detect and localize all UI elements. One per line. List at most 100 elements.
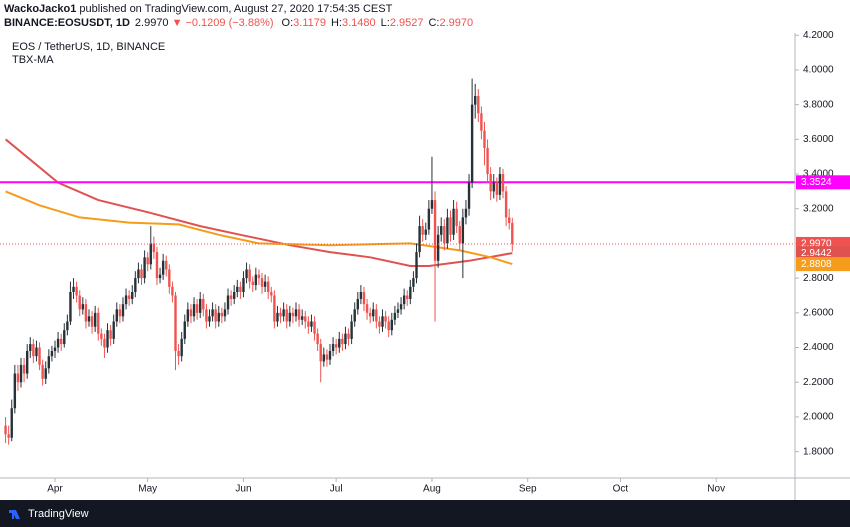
candle-body	[32, 344, 35, 357]
candle-body	[186, 309, 190, 322]
candle-body	[375, 309, 378, 322]
candle-body	[90, 316, 94, 327]
candle-body	[134, 278, 137, 293]
candle-body	[66, 321, 69, 331]
candle-body	[72, 286, 75, 293]
candle-body	[84, 304, 88, 322]
candle-body	[455, 208, 458, 227]
candle-body	[387, 321, 390, 331]
chart-title: EOS / TetherUS, 1D, BINANCE	[12, 41, 165, 53]
ma-tag-bg	[796, 257, 850, 272]
candle-body	[344, 333, 347, 345]
candle-body	[449, 217, 452, 235]
x-tick-label: Jun	[235, 484, 251, 495]
candle-body	[59, 338, 63, 345]
published: published on TradingView.com, August 27,…	[76, 3, 392, 15]
candle-body	[161, 260, 165, 275]
candle-body	[356, 298, 359, 310]
candle-body	[440, 226, 443, 235]
hline-tag-bg	[796, 175, 850, 190]
y-tick-label: 3.2000	[803, 203, 834, 214]
ohlc-value: 3.1179	[293, 17, 326, 29]
candle-body	[260, 278, 264, 287]
candle-body	[313, 321, 316, 334]
candle-body	[140, 269, 143, 279]
candle-body	[115, 309, 118, 322]
candle-body	[192, 304, 196, 317]
candle-body	[507, 217, 511, 223]
down-arrow: ▼	[172, 17, 183, 29]
candle-body	[165, 260, 168, 270]
candle-body	[443, 226, 446, 244]
symbol-line: BINANCE:EOSUSDT, 1D 2.9970 ▼ −0.1209 (−3.88…	[4, 17, 473, 29]
candle-body	[350, 321, 353, 339]
candle-body	[288, 312, 292, 322]
candle-body	[390, 319, 393, 331]
candle-body	[171, 286, 174, 296]
candle-body	[211, 309, 214, 317]
candle-body	[81, 304, 85, 310]
ma-tag: 2.9442	[801, 248, 832, 259]
candle-body	[220, 312, 224, 317]
header-bar	[0, 0, 850, 33]
brand: TradingView	[28, 508, 89, 520]
ohlc-value: 3.1480	[342, 17, 376, 29]
candle-body	[406, 295, 409, 299]
candle-body	[257, 274, 261, 279]
candle-body	[381, 316, 384, 327]
candle-body	[430, 200, 434, 209]
candle-body	[137, 269, 140, 279]
candle-body	[236, 286, 239, 293]
candle-body	[233, 292, 236, 299]
y-tick-label: 1.8000	[803, 446, 834, 457]
candle-body	[341, 338, 344, 345]
candle-body	[452, 208, 455, 235]
candle-body	[319, 344, 322, 362]
y-tick-label: 4.2000	[803, 30, 834, 41]
candle-body	[242, 278, 245, 293]
candle-body	[310, 321, 313, 327]
y-tick-label: 2.8000	[803, 273, 834, 284]
candle-body	[63, 330, 66, 345]
pane	[0, 33, 795, 478]
candle-body	[183, 321, 186, 339]
candle-body	[106, 330, 109, 348]
candle-body	[378, 321, 381, 327]
candle-body	[458, 226, 461, 244]
candle-body	[368, 312, 372, 317]
candle-body	[180, 338, 183, 357]
candle-body	[35, 347, 38, 357]
publish-line: WackoJacko1 published on TradingView.com…	[4, 3, 393, 15]
candle-body	[177, 351, 180, 357]
candle-body	[50, 351, 54, 357]
candle-body	[418, 226, 421, 253]
candle-body	[480, 113, 483, 131]
ohlc-label: C:	[428, 17, 439, 29]
candle-body	[498, 174, 502, 195]
ohlc-value: 2.9970	[439, 17, 473, 29]
candle-body	[75, 286, 78, 296]
candle-body	[483, 130, 486, 149]
y-tick-label: 4.0000	[803, 65, 834, 76]
x-tick-label: Jul	[330, 484, 343, 495]
candle-body	[322, 354, 326, 362]
candle-body	[276, 312, 279, 322]
ohlc-label: L:	[381, 17, 390, 29]
candle-body	[273, 295, 276, 322]
candle-body	[359, 292, 363, 299]
y-tick-label: 3.6000	[803, 134, 834, 145]
x-tick-label: Apr	[47, 484, 63, 495]
candle-body	[338, 338, 341, 348]
candle-body	[501, 174, 505, 192]
candle-body	[44, 368, 47, 379]
candle-body	[282, 309, 285, 317]
candle-body	[223, 309, 227, 317]
candle-body	[41, 364, 44, 379]
candle-body	[504, 191, 508, 218]
candle-body	[109, 330, 112, 339]
candle-body	[93, 312, 97, 327]
candle-body	[152, 243, 156, 253]
candle-body	[10, 408, 13, 438]
footer-bar	[0, 500, 850, 527]
candle-body	[100, 333, 103, 339]
